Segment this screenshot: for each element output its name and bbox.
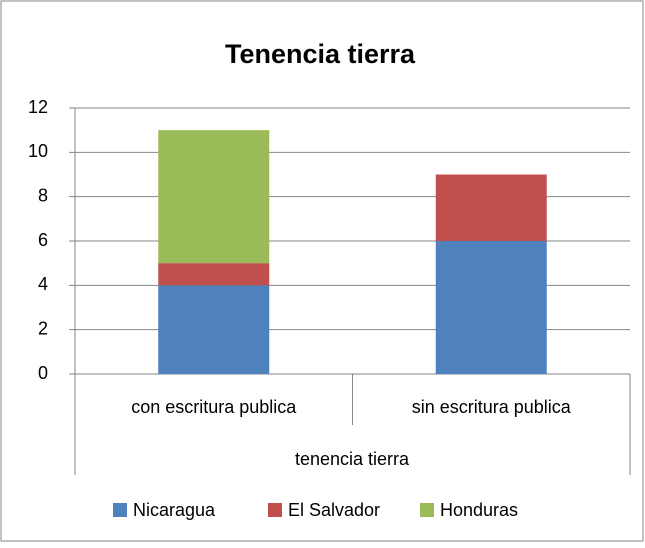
bar-segment xyxy=(158,285,270,374)
y-tick-label: 6 xyxy=(38,230,48,250)
y-tick-label: 12 xyxy=(28,97,48,117)
y-tick-label: 10 xyxy=(28,141,48,161)
chart-title: Tenencia tierra xyxy=(225,39,416,69)
legend-swatch xyxy=(268,503,282,517)
legend-label: El Salvador xyxy=(288,500,380,520)
bar-segment xyxy=(158,263,270,286)
category-group-label: tenencia tierra xyxy=(295,449,410,469)
legend-label: Honduras xyxy=(440,500,518,520)
legend-swatch xyxy=(113,503,127,517)
x-tick-label: sin escritura publica xyxy=(412,397,572,417)
bar-segment xyxy=(158,130,270,264)
y-tick-label: 0 xyxy=(38,363,48,383)
y-tick-label: 8 xyxy=(38,185,48,205)
y-tick-label: 2 xyxy=(38,318,48,338)
bar-segment xyxy=(435,174,547,241)
bar-segment xyxy=(435,241,547,374)
y-tick-label: 4 xyxy=(38,274,48,294)
x-tick-label: con escritura publica xyxy=(131,397,297,417)
legend-label: Nicaragua xyxy=(133,500,216,520)
legend-swatch xyxy=(420,503,434,517)
